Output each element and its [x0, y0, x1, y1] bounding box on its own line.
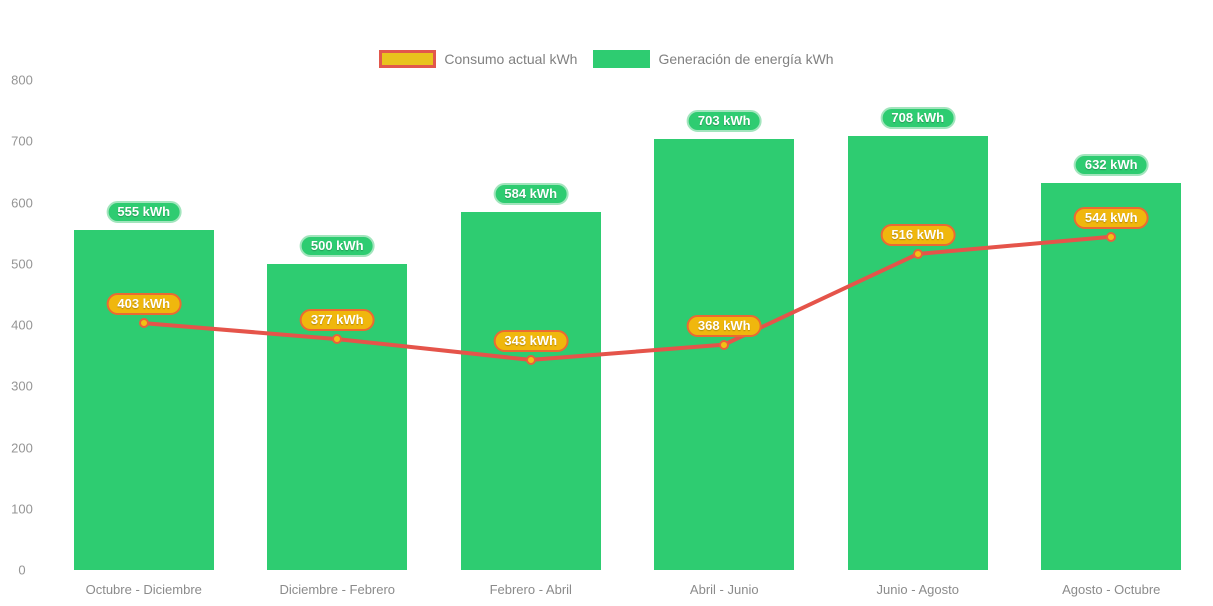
legend-swatch-generacion-icon: [593, 50, 651, 68]
y-axis-label: 200: [11, 440, 33, 455]
y-axis-label: 400: [11, 317, 33, 333]
x-axis-label: Abril - Junio: [689, 582, 759, 597]
line-value-label: 377 kWh: [299, 309, 375, 332]
bar-generacion[interactable]: [460, 212, 601, 570]
y-axis-label: 500: [11, 256, 33, 272]
bar-value-label: 500 kWh: [299, 234, 375, 257]
chart-legend: Consumo actual kWh Generación de energía…: [0, 50, 1213, 68]
bar-generacion[interactable]: [73, 230, 214, 570]
legend-item-consumo[interactable]: Consumo actual kWh: [379, 50, 577, 68]
line-value-label: 403 kWh: [106, 293, 182, 316]
line-value-label: 544 kWh: [1073, 206, 1149, 229]
legend-label-generacion: Generación de energía kWh: [658, 51, 834, 67]
consumo-point[interactable]: [719, 339, 730, 350]
bar-value-label: 555 kWh: [106, 201, 182, 224]
consumo-point[interactable]: [1106, 231, 1117, 242]
bar-value-label: 584 kWh: [493, 183, 569, 206]
line-value-label: 516 kWh: [880, 223, 956, 246]
legend-label-consumo: Consumo actual kWh: [444, 51, 578, 67]
y-axis-label: 300: [11, 378, 33, 394]
bar-value-label: 632 kWh: [1073, 153, 1149, 176]
legend-item-generacion[interactable]: Generación de energía kWh: [593, 50, 834, 68]
y-axis-label: 700: [11, 133, 33, 149]
y-axis-label: 0: [18, 562, 26, 578]
x-axis-label: Agosto - Octubre: [1062, 582, 1161, 597]
consumo-point[interactable]: [525, 354, 536, 365]
consumo-point[interactable]: [912, 248, 923, 259]
bar-generacion[interactable]: [654, 139, 795, 570]
x-axis-label: Febrero - Abril: [489, 582, 572, 597]
y-axis-label: 600: [11, 195, 33, 210]
line-value-label: 343 kWh: [493, 329, 569, 352]
y-axis-label: 800: [11, 72, 33, 88]
x-axis-label: Octubre - Diciembre: [85, 582, 202, 597]
x-axis-label: Diciembre - Febrero: [279, 582, 396, 597]
bar-value-label: 703 kWh: [686, 110, 762, 133]
x-axis-label: Junio - Agosto: [876, 582, 959, 597]
consumo-point[interactable]: [332, 334, 343, 345]
bar-value-label: 708 kWh: [880, 107, 956, 130]
legend-swatch-consumo-icon: [379, 50, 437, 68]
y-axis-label: 100: [11, 501, 33, 517]
consumo-point[interactable]: [138, 318, 149, 329]
bar-generacion[interactable]: [847, 136, 988, 570]
line-value-label: 368 kWh: [686, 314, 762, 337]
